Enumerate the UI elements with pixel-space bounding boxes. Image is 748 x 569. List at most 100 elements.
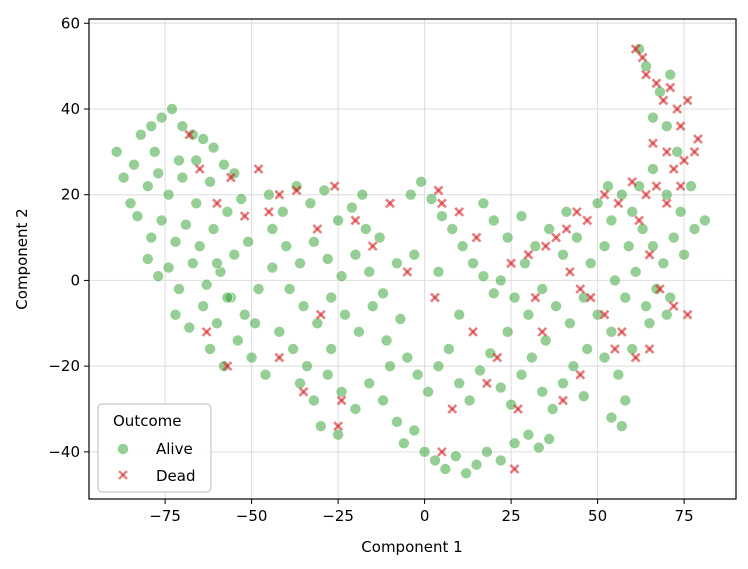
point-alive [661, 120, 673, 132]
point-alive [162, 261, 175, 274]
point-alive [536, 283, 549, 295]
point-alive [622, 240, 635, 252]
point-dead [471, 232, 482, 243]
legend-label-alive: Alive [156, 440, 193, 458]
point-dead [634, 215, 645, 226]
point-alive [249, 317, 261, 330]
point-dead [613, 198, 624, 209]
point-dead [658, 95, 669, 106]
point-alive [359, 223, 372, 235]
point-dead [599, 309, 610, 320]
point-dead [661, 146, 672, 157]
point-alive [218, 360, 230, 372]
point-dead [644, 249, 655, 260]
point-dead [492, 352, 503, 363]
point-dead [668, 301, 679, 312]
point-dead [222, 361, 233, 372]
point-alive [339, 308, 351, 321]
point-dead [540, 241, 551, 252]
point-alive [349, 403, 362, 415]
point-alive [477, 197, 490, 210]
point-alive [335, 270, 348, 282]
point-alive [193, 240, 206, 252]
point-dead [263, 206, 274, 217]
point-alive [508, 291, 521, 304]
point-alive [304, 197, 317, 210]
point-alive [501, 231, 514, 244]
point-alive [162, 188, 175, 201]
point-alive [301, 360, 313, 372]
point-dead [291, 185, 302, 196]
point-alive [667, 231, 680, 244]
point-dead [585, 292, 596, 303]
point-alive [349, 248, 362, 261]
point-alive [308, 394, 320, 407]
point-dead [367, 241, 378, 252]
point-alive [218, 158, 230, 171]
point-alive [501, 326, 514, 338]
point-alive [557, 248, 569, 261]
y-tick-label: 40 [61, 100, 80, 118]
point-alive [183, 321, 196, 334]
y-axis-ticks: −40 −20 0 20 40 60 [48, 14, 89, 461]
x-tick-label: 50 [588, 507, 607, 525]
point-alive [605, 214, 618, 227]
point-alive [609, 274, 621, 287]
point-alive [654, 86, 666, 98]
point-dead [298, 386, 309, 397]
legend-marker-dead [118, 470, 128, 480]
point-dead [637, 52, 648, 63]
point-alive [432, 360, 445, 372]
point-alive [228, 248, 241, 261]
data-points [110, 43, 711, 480]
point-alive [391, 416, 403, 428]
point-alive [197, 133, 209, 145]
point-dead [641, 189, 651, 200]
point-dead [675, 121, 686, 132]
point-dead [627, 176, 638, 187]
y-tick-label: −20 [48, 357, 80, 375]
point-alive [470, 458, 483, 471]
point-alive [266, 261, 279, 274]
point-alive [346, 201, 358, 214]
point-alive [460, 467, 472, 480]
point-alive [643, 317, 656, 330]
point-alive [477, 270, 490, 282]
point-alive [647, 240, 659, 252]
point-alive [235, 193, 248, 205]
point-alive [443, 343, 455, 355]
point-alive [584, 257, 597, 270]
point-dead [350, 215, 361, 226]
point-alive [598, 351, 611, 364]
point-alive [640, 300, 652, 312]
y-tick-label: 0 [70, 271, 80, 289]
point-dead [661, 198, 672, 209]
point-alive [204, 343, 216, 355]
point-alive [394, 313, 407, 325]
point-dead [184, 129, 195, 140]
point-alive [404, 188, 417, 201]
point-dead [336, 395, 347, 406]
legend-title: Outcome [113, 412, 181, 430]
x-tick-label: 25 [502, 507, 521, 525]
point-alive [557, 377, 569, 390]
point-alive [380, 334, 393, 347]
point-alive [602, 180, 614, 192]
point-alive [166, 103, 178, 115]
point-alive [446, 223, 459, 235]
point-alive [363, 377, 376, 390]
point-alive [678, 248, 690, 261]
point-alive [110, 146, 123, 158]
point-alive [377, 394, 389, 407]
point-alive [311, 317, 324, 330]
point-alive [674, 206, 687, 218]
point-alive [287, 343, 299, 355]
point-alive [128, 158, 140, 171]
point-alive [335, 386, 348, 398]
point-alive [526, 351, 538, 364]
point-alive [647, 111, 659, 124]
y-tick-label: 60 [61, 14, 80, 32]
point-alive [536, 386, 549, 398]
legend-box [97, 403, 212, 493]
point-alive [633, 180, 645, 192]
